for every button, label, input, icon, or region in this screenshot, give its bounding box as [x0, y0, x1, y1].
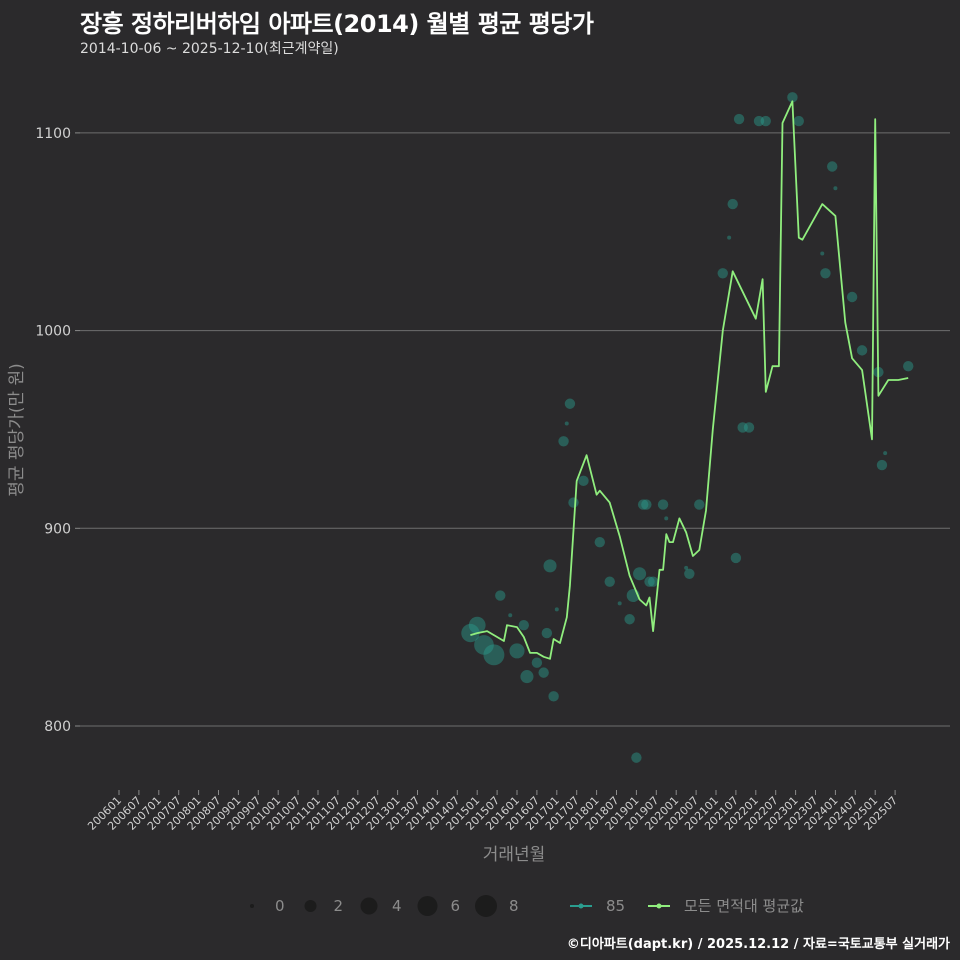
- data-point: [531, 657, 543, 668]
- data-point: [495, 590, 506, 601]
- legend-size-swatch: [475, 895, 497, 917]
- data-point: [657, 499, 669, 510]
- data-point: [883, 451, 888, 456]
- legend-size-swatch: [417, 896, 438, 916]
- data-point: [604, 576, 615, 587]
- data-point: [637, 499, 649, 510]
- data-point: [787, 92, 798, 103]
- y-tick-label: 900: [44, 521, 71, 537]
- legend-size-label: 2: [334, 897, 344, 915]
- data-point: [541, 627, 553, 639]
- data-point: [856, 345, 868, 356]
- data-point: [483, 644, 505, 666]
- data-point: [730, 552, 742, 564]
- scatter-points-85: [461, 92, 914, 763]
- data-point: [717, 268, 728, 279]
- data-point: [684, 568, 695, 579]
- legend-size-label: 8: [509, 897, 519, 915]
- data-point: [624, 614, 635, 625]
- data-point: [543, 559, 557, 573]
- data-point: [846, 291, 858, 303]
- data-point: [509, 643, 525, 659]
- y-axis-ticks: 800 900 1000 1100: [35, 126, 80, 735]
- data-point: [564, 398, 576, 409]
- legend-size-swatch: [304, 900, 317, 912]
- data-point: [684, 565, 689, 570]
- legend-series-label: 85: [606, 897, 625, 915]
- chart-subtitle: 2014-10-06 ~ 2025-12-10(최근계약일): [80, 41, 339, 57]
- source-caption: ©디아파트(dapt.kr) / 2025.12.12 / 자료=국토교통부 실…: [566, 937, 950, 952]
- x-axis-ticks: 2006012006072007012007072008012008072009…: [85, 790, 900, 833]
- data-point: [548, 691, 559, 702]
- data-point: [538, 667, 549, 678]
- x-axis-title: 거래년월: [483, 845, 546, 865]
- data-point: [633, 567, 647, 581]
- data-point: [664, 516, 669, 521]
- data-point: [903, 360, 914, 372]
- y-axis-title: 평균 평당가(만 원): [7, 363, 27, 497]
- data-point: [727, 235, 732, 240]
- data-point: [876, 459, 888, 471]
- data-point: [617, 601, 622, 606]
- data-point: [564, 421, 569, 426]
- data-point: [644, 576, 655, 587]
- data-point: [568, 497, 579, 508]
- y-tick-label: 1100: [35, 126, 71, 142]
- data-point: [631, 752, 642, 763]
- legend-series-label: 모든 면적대 평균값: [684, 897, 804, 915]
- legend-size-label: 0: [275, 897, 285, 915]
- data-point: [647, 576, 659, 587]
- data-point: [554, 607, 559, 612]
- data-point: [641, 499, 652, 510]
- data-point: [833, 186, 838, 191]
- y-tick-label: 1000: [35, 324, 71, 340]
- chart-title: 장흥 정하리버하임 아파트(2014) 월별 평균 평당가: [80, 10, 594, 38]
- legend: 0 2 4 6 8 85 모든 면적대 평균값: [250, 895, 804, 917]
- data-point: [827, 161, 838, 172]
- y-tick-label: 800: [44, 719, 71, 735]
- data-point: [468, 616, 486, 634]
- legend-point-swatch: [656, 903, 662, 909]
- data-point: [518, 619, 529, 631]
- data-point: [820, 268, 831, 279]
- data-point: [737, 422, 748, 433]
- data-point: [820, 251, 825, 256]
- legend-size-swatch: [250, 904, 254, 908]
- data-point: [733, 113, 745, 125]
- data-point: [594, 536, 605, 548]
- data-point: [474, 635, 494, 655]
- legend-point-swatch: [578, 903, 584, 909]
- data-point: [520, 670, 534, 684]
- series-lines: [470, 100, 909, 660]
- data-point: [753, 115, 765, 127]
- average-line: [470, 100, 909, 660]
- legend-size-label: 4: [392, 897, 402, 915]
- data-point: [760, 115, 771, 127]
- data-point: [743, 422, 755, 433]
- data-point: [793, 115, 804, 127]
- data-point: [694, 499, 705, 510]
- data-point: [508, 613, 513, 618]
- data-point: [727, 198, 738, 210]
- data-point: [578, 475, 589, 487]
- data-point: [461, 623, 480, 643]
- data-point: [558, 436, 569, 447]
- legend-size-swatch: [360, 897, 378, 915]
- legend-size-label: 6: [451, 897, 461, 915]
- grid-lines: [80, 132, 950, 727]
